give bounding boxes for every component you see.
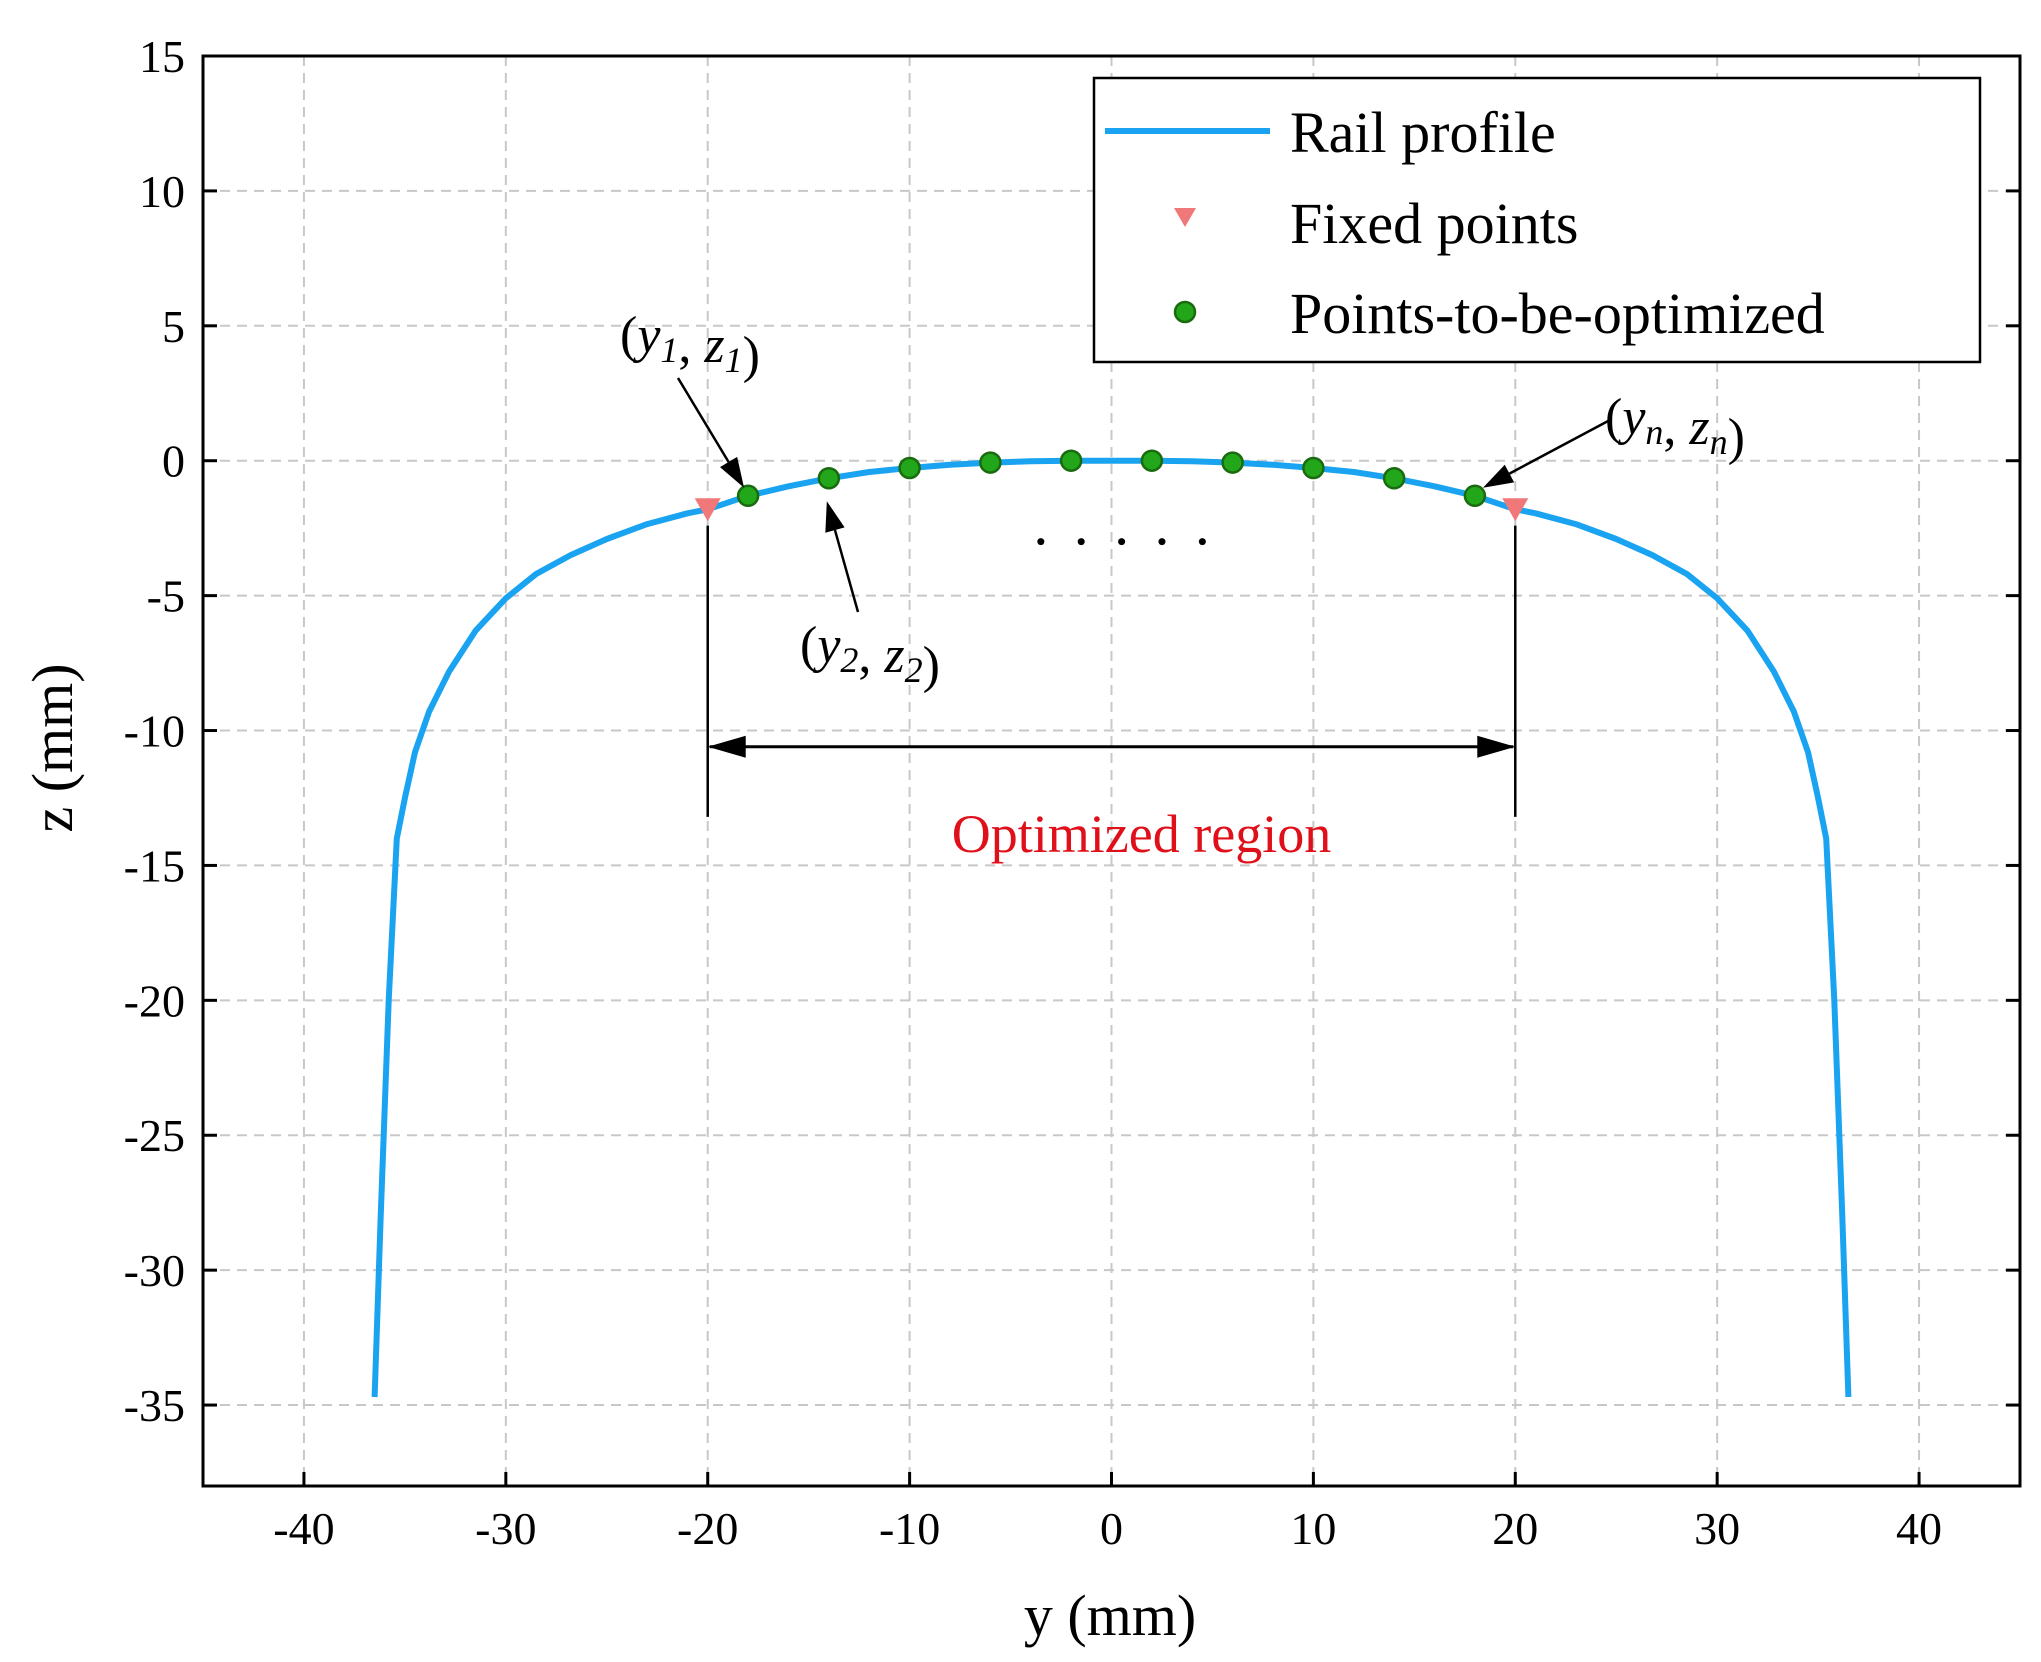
point-n-arrow-shaft: [1508, 418, 1611, 475]
axis-ticks: -40 -30 -20 -10 0 10 20 30 40 15 10 5 0 -5 -10 -15 -20 -2…: [124, 31, 2020, 1554]
optimized-point-marker: [1463, 484, 1487, 508]
legend-frame: [1092, 76, 1982, 364]
point-1-arrow-shaft: [676, 377, 730, 463]
series-layer: [371, 449, 1852, 1398]
region-arrow-right-head: [1477, 735, 1516, 758]
ellipsis-dot: [1037, 538, 1045, 546]
optimized-region-label: Optimized region: [952, 804, 1331, 864]
y-tick-label: -10: [124, 706, 185, 757]
legend-optimized-points-label: Points-to-be-optimized: [1290, 281, 1825, 346]
y-axis-title: z (mm): [20, 663, 85, 832]
optimized-point-marker: [979, 451, 1002, 474]
y-tick-label: 5: [162, 301, 185, 352]
x-tick-label: 40: [1896, 1503, 1942, 1554]
x-tick-label: 20: [1492, 1503, 1538, 1554]
point-1-arrow-head: [720, 456, 745, 488]
x-tick-label: -20: [677, 1503, 738, 1554]
optimized-point-marker: [736, 484, 760, 508]
x-tick-label: -30: [475, 1503, 536, 1554]
optimized-point-marker: [898, 456, 921, 480]
y-tick-label: -25: [124, 1110, 185, 1161]
x-tick-label: 30: [1694, 1503, 1740, 1554]
x-axis-title: y (mm): [1024, 1583, 1196, 1648]
point-1-label: (y1, z1): [620, 307, 760, 384]
ellipsis-dot: [1118, 538, 1126, 546]
x-tick-label: 0: [1100, 1503, 1123, 1554]
y-tick-label: 0: [162, 436, 185, 487]
optimized-point-marker: [1059, 449, 1083, 472]
optimized-point-marker: [1382, 467, 1406, 490]
point-n-label: (yn, zn): [1605, 389, 1745, 466]
x-tick-label: -10: [879, 1503, 940, 1554]
point-n-arrow-head: [1482, 464, 1515, 488]
legend-fixed-points-label: Fixed points: [1290, 191, 1578, 256]
x-tick-label: -40: [273, 1503, 334, 1554]
region-arrow-left-head: [707, 735, 746, 758]
ellipsis-dot: [1198, 538, 1206, 546]
optimized-point-marker: [1221, 451, 1244, 474]
legend-rail-profile-label: Rail profile: [1290, 100, 1556, 165]
y-tick-label: -30: [124, 1245, 185, 1296]
legend-fixed-points-swatch: [1174, 208, 1196, 227]
y-tick-label: -35: [124, 1380, 185, 1431]
y-tick-label: -15: [124, 840, 185, 891]
point-2-arrow-shaft: [833, 529, 860, 613]
ellipsis-dot: [1077, 538, 1085, 546]
x-tick-label: 10: [1290, 1503, 1336, 1554]
y-tick-label: -5: [147, 571, 185, 622]
y-tick-label: 15: [139, 31, 185, 82]
optimized-point-marker: [1302, 456, 1325, 480]
optimized-region-annotation: Optimized region: [706, 525, 1517, 864]
optimized-point-marker: [1140, 449, 1164, 472]
point-2-arrow-head: [825, 501, 845, 533]
fixed-point-marker: [1502, 498, 1529, 522]
legend: Rail profile Fixed points Points-to-be-o…: [1092, 76, 1982, 364]
rail-profile-line: [371, 457, 1852, 1398]
fixed-point-marker: [694, 498, 721, 522]
y-tick-label: 10: [139, 166, 185, 217]
point-2-label: (y2, z2): [800, 617, 940, 694]
y-tick-label: -20: [124, 975, 185, 1026]
point-annotations: ......(y1, z1)(y2, z2)(yn, zn): [620, 307, 1745, 694]
optimized-point-marker: [817, 467, 841, 490]
legend-optimized-points-swatch: [1173, 300, 1197, 324]
ellipsis-dot: [1158, 538, 1166, 546]
